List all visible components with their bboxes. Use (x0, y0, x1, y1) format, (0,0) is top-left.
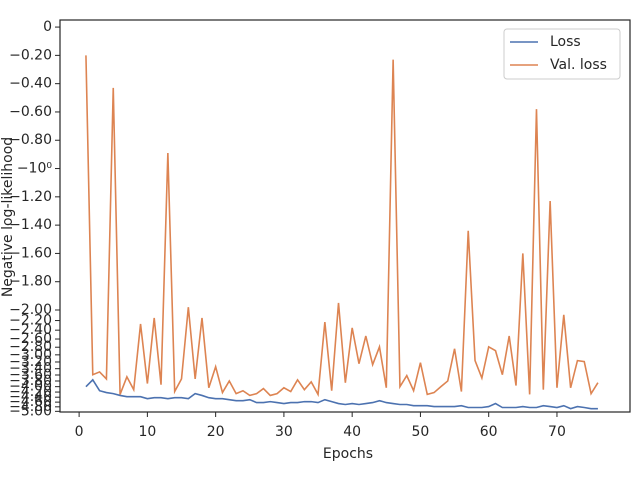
x-tick-label: 30 (275, 424, 293, 440)
legend-label: Loss (550, 34, 581, 50)
y-tick-label: −10⁰ (17, 161, 53, 177)
line-series (85, 55, 599, 398)
y-tick-label: −2.80 (9, 339, 52, 355)
plot-frame (59, 19, 631, 413)
y-tick-label: −3.00 (9, 347, 52, 363)
y-tick-label: −1.80 (9, 274, 52, 290)
y-tick-label: −3.80 (9, 373, 52, 389)
x-tick-label: 60 (480, 424, 498, 440)
y-tick-label: −4.00 (9, 379, 52, 395)
y-tick-label: −4.60 (9, 394, 52, 410)
y-tick-label: −3.40 (9, 361, 52, 377)
legend-label: Val. loss (550, 57, 607, 73)
y-tick-label: −2.60 (9, 331, 52, 347)
x-tick-label: 0 (75, 424, 84, 440)
y-tick-label: −2.40 (9, 322, 52, 338)
y-tick-label: −4.80 (9, 399, 52, 415)
x-axis-label: Epochs (323, 446, 373, 462)
y-tick-label: 0 (43, 19, 52, 35)
y-tick-label: −0.20 (9, 47, 52, 63)
y-tick-label: −2.00 (9, 302, 52, 318)
y-tick-label: −3.20 (9, 354, 52, 370)
line-series (85, 378, 598, 410)
y-tick-label: −2.20 (9, 313, 52, 329)
y-tick-label: −5.00 (9, 403, 52, 419)
y-tick-label: −4.40 (9, 389, 52, 405)
y-tick-label: −4.20 (9, 384, 52, 400)
y-tick-label: −3.60 (9, 367, 52, 383)
y-axis-label: Negative log-likelihood (0, 137, 16, 297)
x-tick-label: 70 (548, 424, 566, 440)
y-tick-label: −0.40 (9, 76, 52, 92)
y-tick-label: −1.20 (9, 189, 52, 205)
y-tick-label: −1.60 (9, 245, 52, 261)
x-tick-label: 50 (412, 424, 430, 440)
x-tick-label: 10 (138, 424, 156, 440)
y-tick-label: −1.40 (9, 217, 52, 233)
y-tick-label: −0.60 (9, 104, 52, 120)
x-tick-label: 40 (343, 424, 361, 440)
y-tick-label: −0.80 (9, 132, 52, 148)
x-tick-label: 20 (207, 424, 225, 440)
